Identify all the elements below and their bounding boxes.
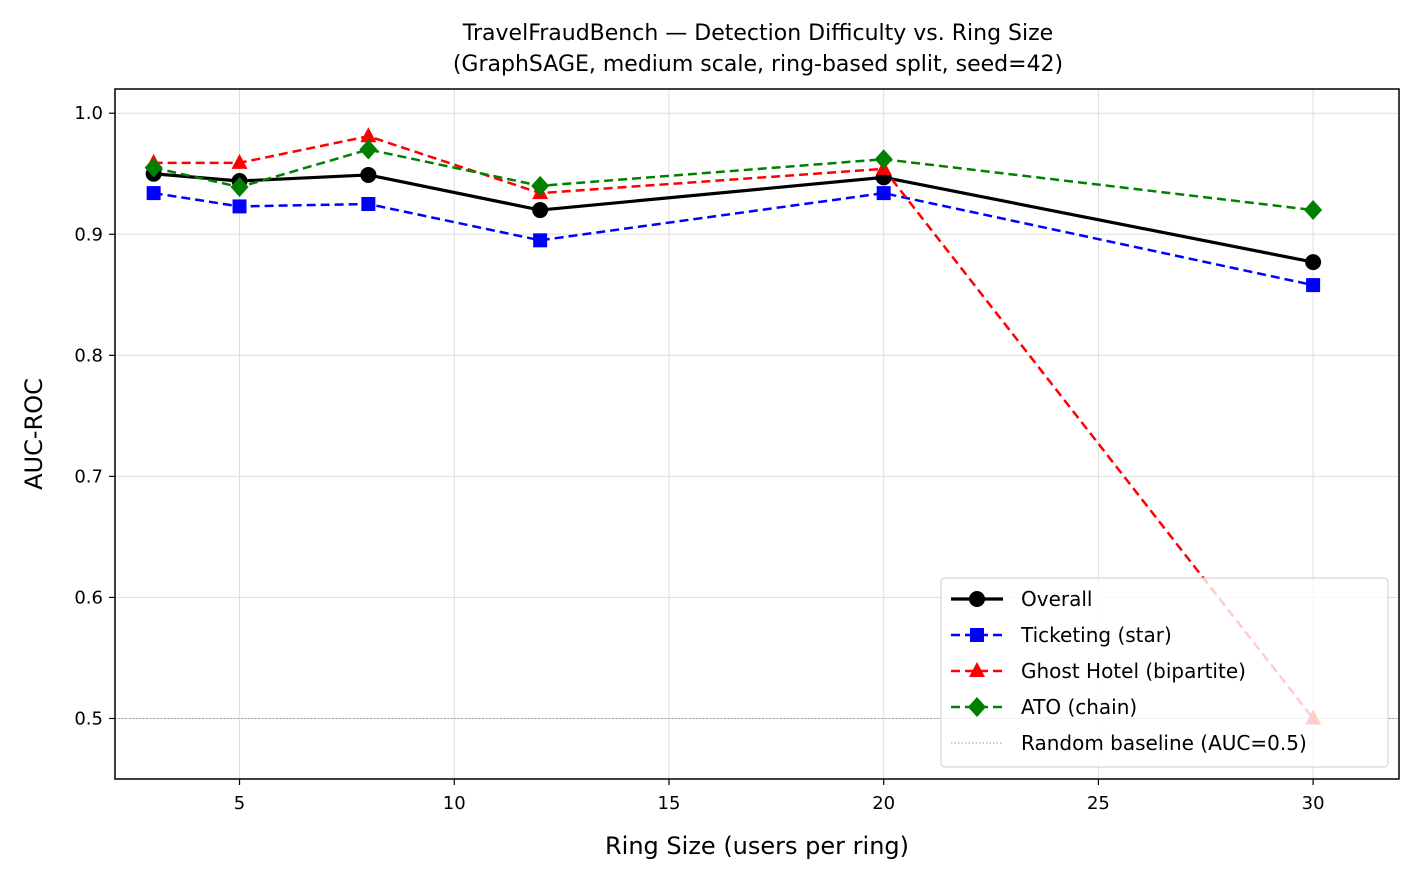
data-point-ghost-hotel-bipartite [360,127,377,143]
legend-label: Overall [1021,587,1092,611]
x-tick-label: 10 [443,793,466,814]
legend-marker [969,591,985,607]
series-line-ghost-hotel-bipartite [153,134,1315,720]
legend: Overall Ticketing (star) Ghost Hotel (bipa… [940,577,1389,768]
series-layer [144,127,1323,725]
y-axis-label: AUC-ROC [20,378,48,490]
legend-marker [969,662,985,677]
data-point-ato-chain [359,139,378,160]
legend-marker [968,697,986,717]
series-ticketing-star [146,186,1321,293]
chart-title: TravelFraudBench — Detection Difficulty … [462,21,1053,46]
data-point-ticketing-star [146,186,161,201]
legend-box [940,577,1389,768]
y-tick-label: 0.9 [74,224,103,245]
legend-item: Overall [951,587,1092,611]
y-tick-label: 0.6 [74,587,103,608]
series-line-ticketing-star [153,191,1314,287]
x-tick-label: 25 [1087,793,1110,814]
legend-item: Ghost Hotel (bipartite) [951,659,1246,683]
data-point-ticketing-star [361,197,376,211]
legend-label: Ghost Hotel (bipartite) [1021,659,1246,683]
data-point-overall [360,166,377,183]
x-tick-label: 5 [234,793,245,814]
axis-ticks: 5 10 15 20 25 30 0.5 0.6 0.7 0.8 0.9 1.0 [74,103,1324,814]
data-point-ato-chain [874,149,893,170]
data-point-ato-chain [230,177,249,198]
x-axis-label: Ring Size (users per ring) [605,832,909,860]
series-line-ato-chain [153,148,1314,212]
legend-label: Ticketing (star) [1020,623,1172,647]
data-point-ticketing-star [533,233,548,248]
data-point-ato-chain [144,157,163,178]
data-point-ato-chain [1304,200,1323,221]
legend-label: Random baseline (AUC=0.5) [1021,731,1307,755]
x-tick-label: 30 [1302,793,1325,814]
data-point-ticketing-star [232,199,247,214]
y-tick-label: 0.7 [74,466,103,487]
series-ato-chain [144,139,1323,221]
legend-item: Random baseline (AUC=0.5) [951,731,1307,755]
data-point-ato-chain [531,175,550,196]
data-point-overall [532,202,549,219]
legend-label: ATO (chain) [1021,695,1137,719]
chart-subtitle: (GraphSAGE, medium scale, ring-based spl… [453,52,1063,77]
y-tick-label: 1.0 [74,103,103,124]
data-point-ticketing-star [876,186,891,201]
x-tick-label: 15 [658,793,681,814]
y-tick-label: 0.8 [74,345,103,366]
legend-item: ATO (chain) [951,695,1137,719]
data-point-ticketing-star [1306,278,1321,293]
data-point-overall [1305,254,1322,271]
legend-item: Ticketing (star) [951,623,1172,647]
y-tick-label: 0.5 [74,708,103,729]
plot-frame [114,88,1400,780]
series-line-overall [153,172,1314,264]
data-point-ghost-hotel-bipartite [231,153,248,169]
legend-marker [970,628,984,642]
x-tick-label: 20 [872,793,895,814]
